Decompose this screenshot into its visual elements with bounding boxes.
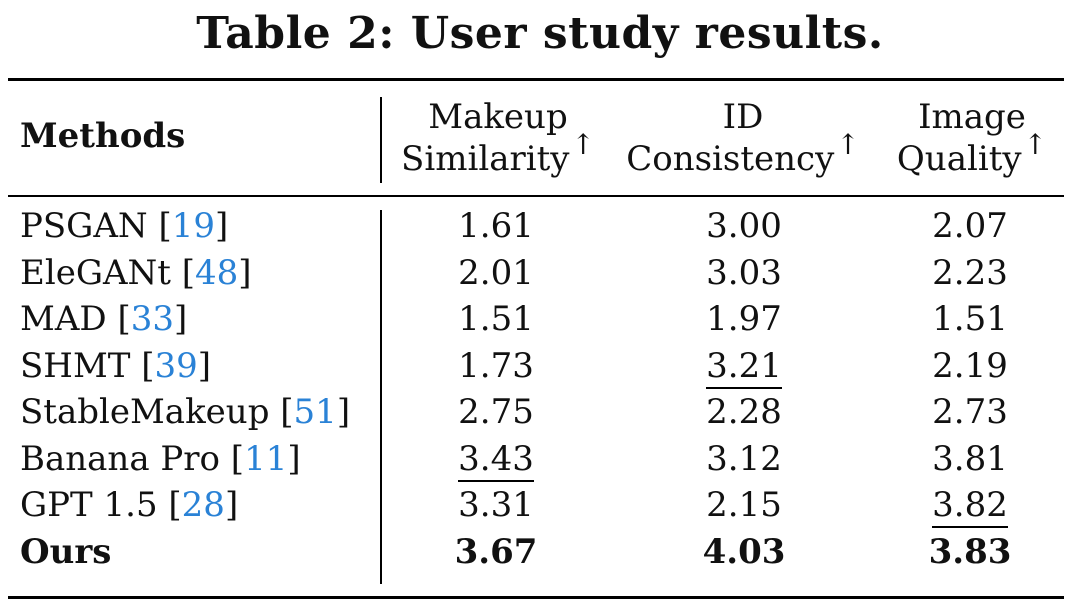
header-makeup-line2: Similarity	[401, 139, 570, 179]
citation-link[interactable]: 39	[154, 345, 198, 386]
score-value: 4.03	[702, 531, 786, 572]
image-quality-cell: 2.23	[900, 253, 1040, 293]
score-value: 3.43	[458, 438, 534, 482]
id-consistency-cell: 1.97	[674, 299, 814, 339]
score-value: 2.07	[932, 206, 1008, 246]
table-row: PSGAN [19] 1.61 3.00 2.07	[0, 206, 1080, 252]
method-name: PSGAN	[20, 206, 148, 246]
image-quality-cell: 3.83	[900, 532, 1040, 572]
id-consistency-cell: 2.28	[674, 392, 814, 432]
header-methods: Methods	[20, 116, 186, 156]
score-value: 2.73	[932, 392, 1008, 432]
score-value: 2.75	[458, 392, 534, 432]
score-value: 3.82	[932, 485, 1008, 528]
method-cell: Banana Pro [11]	[20, 438, 301, 479]
header-id-line2: Consistency	[626, 139, 835, 179]
score-value: 2.19	[932, 345, 1008, 386]
score-value: 2.28	[706, 392, 782, 432]
method-name: StableMakeup	[20, 392, 270, 432]
up-arrow-icon: ↑	[836, 128, 860, 161]
makeup-similarity-cell: 3.31	[426, 485, 566, 525]
header-rule	[8, 195, 1064, 197]
table-row: Ours 3.67 4.03 3.83	[0, 532, 1080, 578]
id-consistency-cell: 3.00	[674, 206, 814, 246]
score-value: 3.03	[706, 252, 782, 293]
citation-link[interactable]: 48	[195, 252, 239, 293]
id-consistency-cell: 3.12	[674, 439, 814, 479]
score-value: 2.01	[458, 252, 534, 293]
citation-link[interactable]: 33	[130, 299, 174, 339]
body-column-divider	[380, 210, 382, 584]
method-cell: StableMakeup [51]	[20, 392, 351, 432]
image-quality-cell: 1.51	[900, 299, 1040, 339]
id-consistency-cell: 3.21	[674, 345, 814, 389]
image-quality-cell: 3.81	[900, 439, 1040, 479]
table-row: EleGANt [48] 2.01 3.03 2.23	[0, 253, 1080, 299]
method-cell: MAD [33]	[20, 299, 188, 339]
score-value: 2.23	[932, 252, 1008, 293]
score-value: 3.67	[454, 531, 538, 572]
score-value: 3.81	[932, 438, 1008, 479]
image-quality-cell: 2.73	[900, 392, 1040, 432]
header-quality-line2: Quality	[896, 139, 1022, 179]
header-quality-line1: Image	[918, 97, 1026, 137]
citation-link[interactable]: 11	[244, 438, 288, 479]
method-cell: GPT 1.5 [28]	[20, 485, 239, 525]
score-value: 1.61	[458, 206, 534, 246]
header-column-divider	[380, 97, 382, 183]
top-rule	[8, 78, 1064, 81]
table-row: MAD [33] 1.51 1.97 1.51	[0, 299, 1080, 345]
method-cell: EleGANt [48]	[20, 252, 252, 293]
header-id-consistency: ID Consistency↑	[618, 96, 868, 182]
header-id-line1: ID	[722, 97, 764, 137]
id-consistency-cell: 4.03	[674, 532, 814, 572]
makeup-similarity-cell: 2.01	[426, 253, 566, 293]
score-value: 1.51	[458, 299, 534, 339]
score-value: 1.73	[458, 345, 534, 386]
table-row: Banana Pro [11] 3.43 3.12 3.81	[0, 438, 1080, 485]
table-row: StableMakeup [51] 2.75 2.28 2.73	[0, 392, 1080, 438]
bottom-rule	[8, 596, 1064, 599]
image-quality-cell: 2.07	[900, 206, 1040, 246]
id-consistency-cell: 3.03	[674, 253, 814, 293]
header-image-quality: Image Quality↑	[884, 96, 1060, 182]
citation-link[interactable]: 28	[181, 485, 225, 525]
header-makeup-line1: Makeup	[428, 97, 568, 137]
up-arrow-icon: ↑	[1023, 128, 1048, 161]
method-name: EleGANt	[20, 252, 171, 293]
makeup-similarity-cell: 2.75	[426, 392, 566, 432]
makeup-similarity-cell: 3.67	[426, 532, 566, 572]
method-name: Banana Pro	[20, 438, 220, 479]
citation-link[interactable]: 51	[293, 392, 337, 432]
citation-link[interactable]: 19	[171, 206, 215, 246]
makeup-similarity-cell: 1.51	[426, 299, 566, 339]
score-value: 2.15	[706, 485, 782, 525]
score-value: 3.12	[706, 438, 782, 479]
method-cell: Ours	[20, 532, 111, 572]
score-value: 3.21	[706, 345, 782, 389]
id-consistency-cell: 2.15	[674, 485, 814, 525]
header-makeup-similarity: Makeup Similarity↑	[388, 96, 608, 182]
image-quality-cell: 3.82	[900, 485, 1040, 528]
method-name: Ours	[20, 531, 112, 572]
makeup-similarity-cell: 3.43	[426, 438, 566, 482]
makeup-similarity-cell: 1.73	[426, 346, 566, 386]
up-arrow-icon: ↑	[571, 128, 595, 161]
method-name: SHMT	[20, 345, 131, 386]
method-name: MAD	[20, 299, 107, 339]
score-value: 1.97	[706, 299, 782, 339]
method-name: GPT 1.5	[20, 485, 158, 525]
table-caption: Table 2: User study results.	[196, 8, 884, 59]
method-cell: SHMT [39]	[20, 345, 212, 386]
image-quality-cell: 2.19	[900, 346, 1040, 386]
score-value: 3.83	[928, 531, 1012, 572]
table-row: SHMT [39] 1.73 3.21 2.19	[0, 345, 1080, 392]
score-value: 3.31	[458, 485, 534, 525]
score-value: 1.51	[932, 299, 1008, 339]
table-row: GPT 1.5 [28] 3.31 2.15 3.82	[0, 485, 1080, 531]
score-value: 3.00	[706, 206, 782, 246]
makeup-similarity-cell: 1.61	[426, 206, 566, 246]
method-cell: PSGAN [19]	[20, 206, 229, 246]
